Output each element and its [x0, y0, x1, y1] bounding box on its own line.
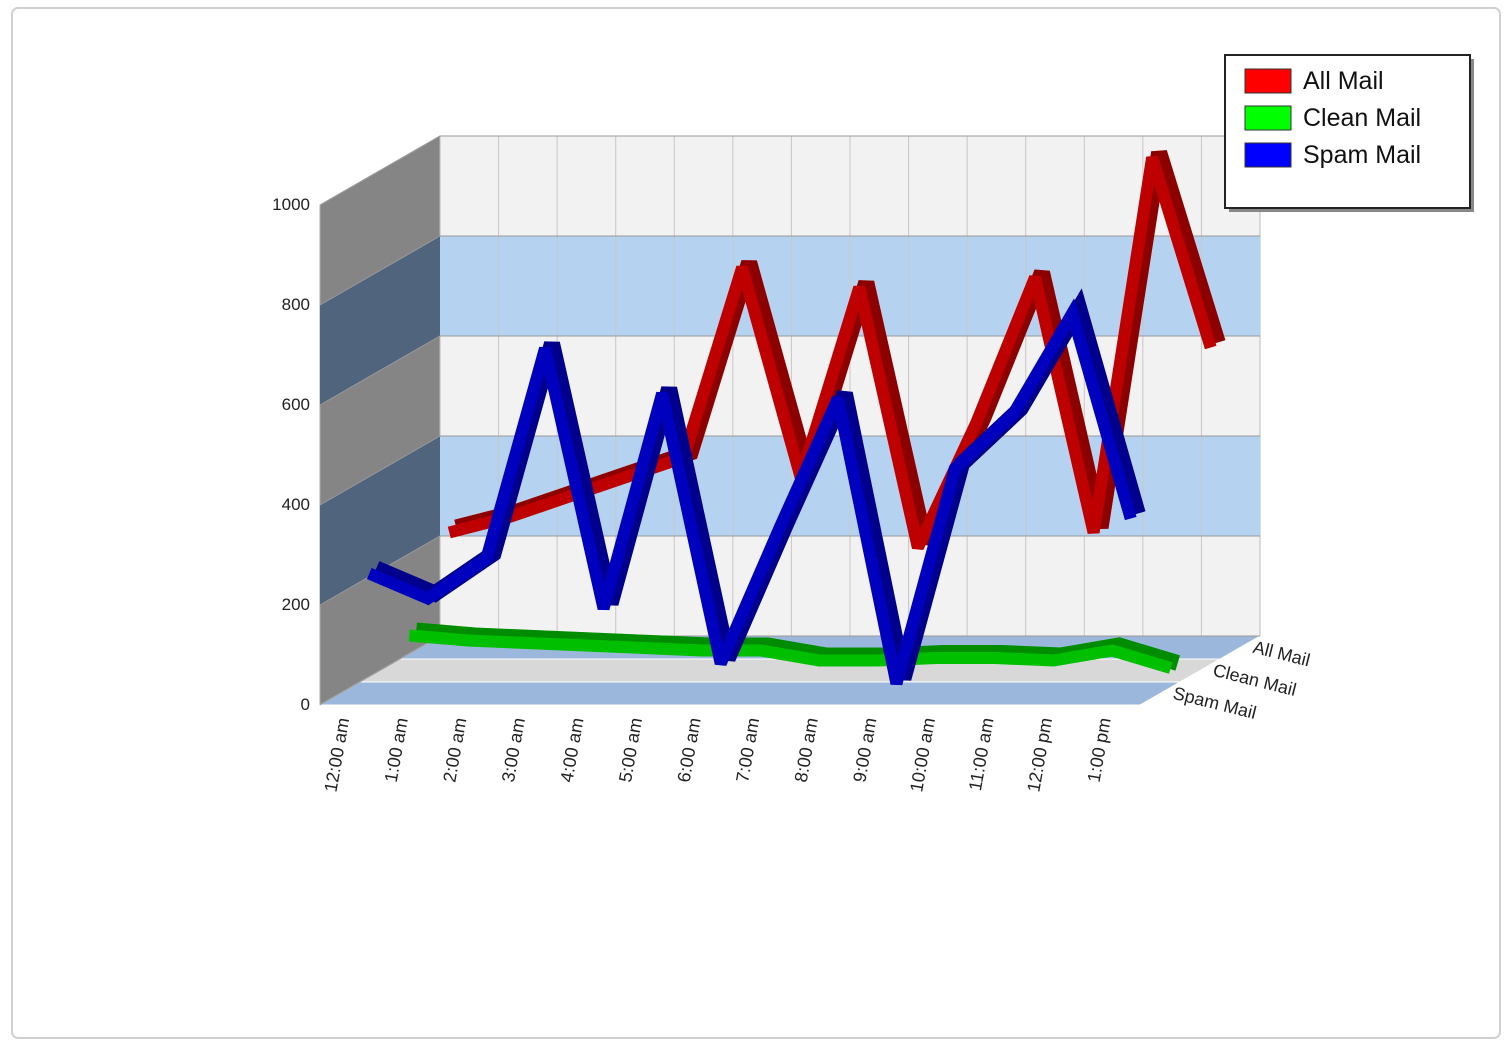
line-shade [366, 298, 1137, 686]
legend-label: Clean Mail [1303, 104, 1421, 132]
legend-swatch [1244, 105, 1292, 131]
y-tick-label: 400 [282, 495, 310, 514]
y-tick-label: 800 [282, 295, 310, 314]
grid-line [319, 235, 1260, 306]
legend-label: All Mail [1303, 67, 1384, 95]
line [366, 298, 1137, 686]
series-line [408, 622, 1181, 674]
legend-swatch [1244, 142, 1292, 168]
floor-row [358, 658, 1222, 683]
line [408, 629, 1173, 674]
y-tick-label: 0 [301, 695, 310, 714]
legend-label: Spam Mail [1303, 141, 1421, 169]
grid-line [319, 535, 1260, 606]
legend-swatch [1244, 68, 1292, 94]
grid-line [319, 135, 1260, 206]
left-wall [319, 135, 441, 706]
wall-band [320, 436, 440, 605]
floor-row [318, 681, 1182, 706]
wall-band [320, 236, 440, 405]
grid-line [319, 335, 1260, 406]
y-tick-label: 600 [282, 395, 310, 414]
y-tick-label: 200 [282, 595, 310, 614]
series-line [366, 288, 1146, 686]
y-tick-label: 1000 [272, 195, 310, 214]
line-shade [408, 629, 1173, 674]
